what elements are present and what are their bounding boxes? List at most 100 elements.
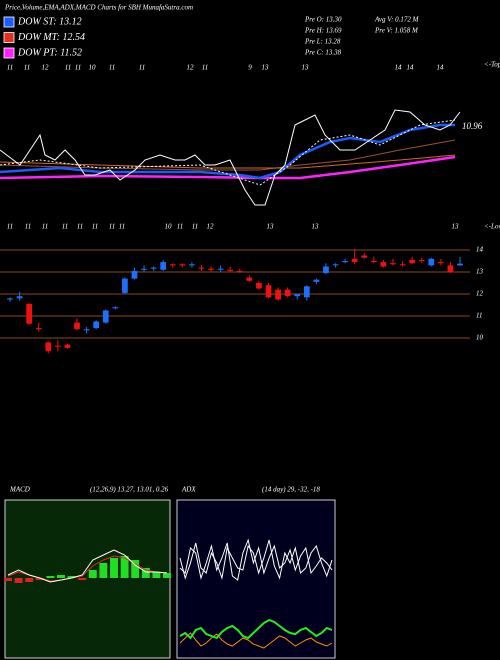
stat-label: Pre O: 13.30 <box>304 16 342 24</box>
y-tick-label: 14 <box>476 246 484 254</box>
candle-body <box>418 259 425 261</box>
legend-swatch <box>3 16 15 28</box>
histogram-bar <box>141 568 150 578</box>
x-tick-label: 11 <box>119 223 125 231</box>
x-tick-label: 10 <box>89 64 97 72</box>
candle-body <box>236 270 243 272</box>
candle-body <box>131 270 138 279</box>
candle-body <box>437 262 444 264</box>
histogram-bar <box>14 578 23 583</box>
candle-body <box>26 303 33 324</box>
x-tick-label: 13 <box>262 64 270 72</box>
x-tick-label: 11 <box>139 64 145 72</box>
panel-note: <-Top <box>484 61 500 69</box>
candle-body <box>150 267 157 269</box>
panel-title: MACD <box>9 486 30 494</box>
candle-body <box>35 328 42 330</box>
stat-label: Pre H: 13.69 <box>304 27 342 35</box>
x-tick-label: 10 <box>165 223 173 231</box>
page-title: Price,Volume,EMA,ADX,MACD Charts for SBH… <box>4 4 193 12</box>
candle-body <box>409 259 415 264</box>
candle-body <box>217 268 224 270</box>
x-tick-label: 11 <box>42 223 48 231</box>
histogram-bar <box>46 576 55 578</box>
stat-label: Pre L: 13.28 <box>304 38 341 46</box>
candle-body <box>370 261 377 263</box>
candle-body <box>361 255 368 258</box>
candle-body <box>55 345 61 347</box>
candle-body <box>342 261 348 263</box>
candle-body <box>16 296 23 299</box>
candle-body <box>428 258 435 266</box>
candle-body <box>303 286 310 298</box>
histogram-bar <box>152 572 161 578</box>
candle-body <box>83 329 90 331</box>
candle-body <box>275 289 281 300</box>
candle-body <box>284 289 291 297</box>
x-tick-label: 11 <box>77 223 83 231</box>
panel-note: <-Lower <box>484 223 500 231</box>
x-tick-label: 9 <box>248 64 252 72</box>
x-tick-label: 12 <box>42 64 50 72</box>
candle-body <box>93 321 100 329</box>
x-tick-label: 13 <box>302 64 310 72</box>
x-tick-label: 11 <box>109 223 115 231</box>
series-line <box>0 154 456 169</box>
candle-body <box>208 268 214 270</box>
series-line <box>179 632 333 649</box>
candle-body <box>265 285 272 298</box>
series-line <box>179 539 333 580</box>
histogram-bar <box>120 556 129 578</box>
x-tick-label: 11 <box>177 223 183 231</box>
x-tick-label: 12 <box>207 223 215 231</box>
panel-subtitle: (14 day) 29, -32, -18 <box>262 486 320 494</box>
legend-swatch <box>3 32 15 43</box>
y-tick-label: 12 <box>476 290 484 298</box>
candle-body <box>351 258 358 263</box>
candle-body <box>390 263 396 265</box>
histogram-bar <box>110 558 118 578</box>
x-tick-label: 11 <box>24 64 30 72</box>
candle-body <box>112 307 119 309</box>
x-tick-label: 11 <box>75 64 81 72</box>
candle-body <box>64 344 71 348</box>
candle-body <box>457 263 463 266</box>
series-line <box>0 139 456 171</box>
candle-body <box>447 265 454 272</box>
stat-label: Pre C: 13.38 <box>304 49 342 57</box>
x-tick-label: 13 <box>312 223 320 231</box>
histogram-bar <box>35 578 44 580</box>
x-tick-label: 11 <box>25 223 31 231</box>
series-line <box>0 123 455 180</box>
histogram-bar <box>88 570 97 578</box>
x-tick-label: 11 <box>7 64 13 72</box>
candle-body <box>323 266 329 274</box>
histogram-bar <box>99 563 108 578</box>
candle-body <box>246 277 253 281</box>
x-tick-label: 12 <box>187 64 195 72</box>
x-tick-label: 11 <box>109 64 115 72</box>
candle-body <box>160 262 167 270</box>
y-tick-label: 10 <box>476 334 484 342</box>
candle-body <box>102 310 109 323</box>
series-line <box>179 618 333 640</box>
x-tick-label: 14 <box>437 64 445 72</box>
legend-label: DOW ST: 13.12 <box>17 16 82 27</box>
candle-body <box>332 264 339 266</box>
candle-body <box>189 264 195 266</box>
candle-body <box>7 298 13 300</box>
histogram-bar <box>67 576 76 578</box>
panel-title: ADX <box>181 486 196 494</box>
candle-body <box>313 279 320 282</box>
candle-body <box>256 283 262 289</box>
candle-body <box>169 264 176 266</box>
annotation: 10.96 <box>462 121 483 131</box>
series-line <box>7 549 168 583</box>
x-tick-label: 11 <box>92 223 98 231</box>
legend-swatch <box>3 47 15 59</box>
histogram-bar <box>4 578 12 581</box>
candle-body <box>141 268 147 270</box>
legend-label: DOW PT: 11.52 <box>17 47 82 58</box>
candle-body <box>179 264 186 266</box>
y-tick-label: 11 <box>476 312 482 320</box>
